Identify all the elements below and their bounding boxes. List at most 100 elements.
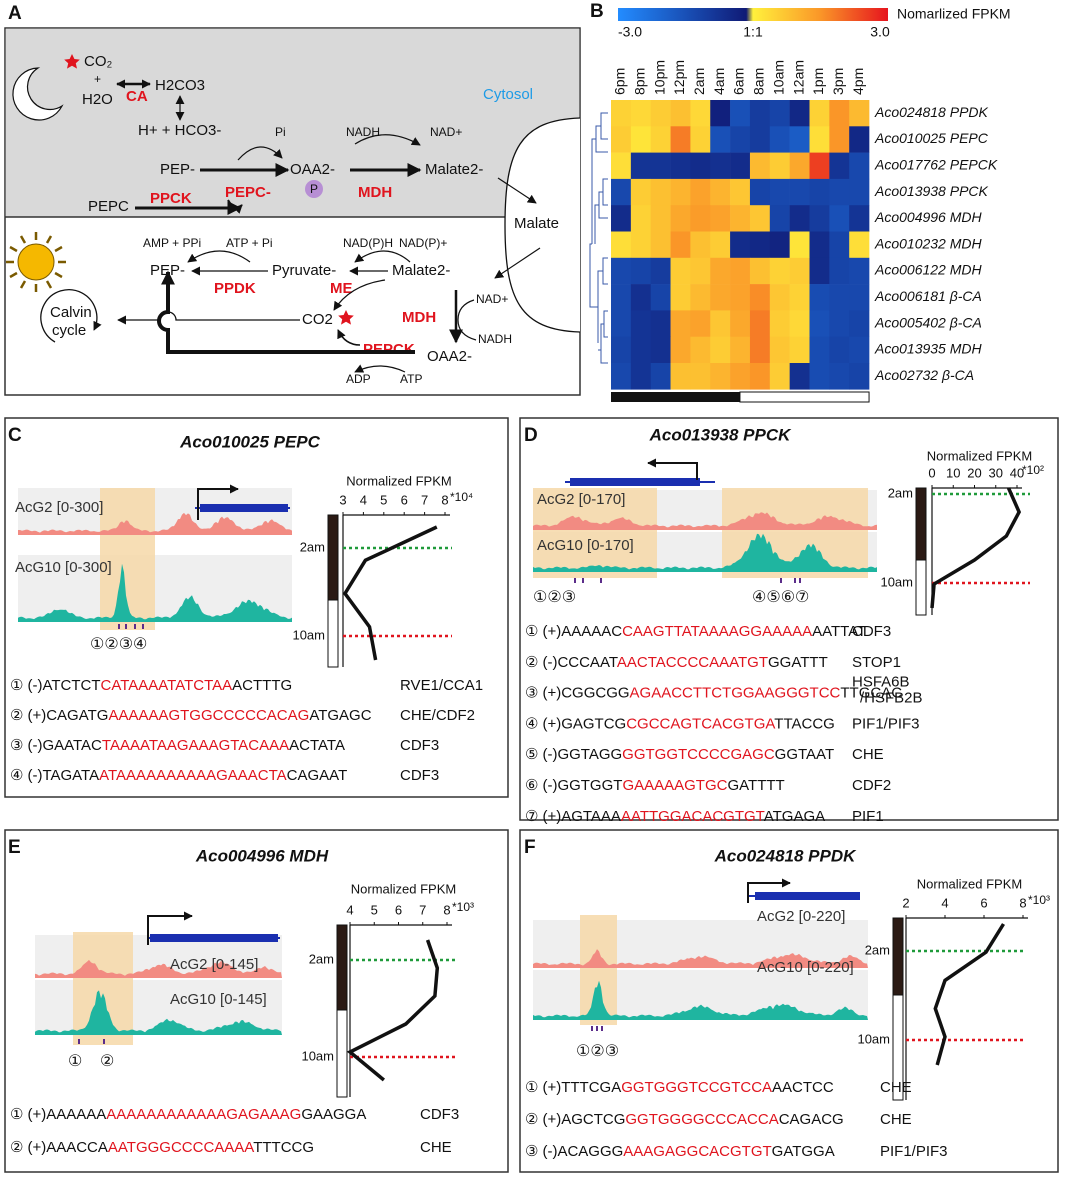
time-label: 2am: [865, 942, 890, 957]
site-tick: [780, 578, 782, 583]
row-label: Aco013938 PPCK: [874, 183, 989, 199]
panel-a-label: Cytosol: [483, 86, 533, 103]
heatmap-cell: [849, 152, 870, 180]
day-bar: [336, 1009, 348, 1098]
heatmap-cell: [829, 152, 850, 180]
motif-line: ⑤ (-)GGTAGGGGTGGTCCCCGAGCGGTAAT: [525, 746, 834, 763]
flank-suffix: GATGGA: [772, 1143, 835, 1160]
heatmap-cell: [769, 363, 790, 390]
panel-a-label: NAD+: [476, 292, 508, 306]
heatmap-cell: [630, 257, 651, 285]
transcription-factor: CHE/CDF2: [400, 707, 475, 724]
heatmap-cell: [710, 284, 731, 311]
heatmap-cell: [670, 100, 691, 127]
heatmap-cell: [849, 126, 870, 153]
heatmap-cell: [630, 126, 651, 153]
sun-ray: [54, 245, 63, 253]
plot-title: Normalized FPKM: [927, 448, 1032, 463]
heatmap-cell: [611, 336, 632, 364]
row-label: Aco017762 PEPCK: [874, 156, 998, 172]
heatmap-cell: [690, 178, 711, 206]
fpkm-line: [346, 939, 440, 1082]
heatmap-cell: [730, 284, 751, 311]
flank-suffix: ACTATA: [289, 737, 345, 754]
x-tick-label: 8: [441, 492, 448, 507]
heatmap-cell: [749, 310, 771, 337]
transcription-factor: PIF1/PIF3: [880, 1143, 948, 1160]
heatmap-cell: [829, 336, 850, 364]
motif-line: ④ (-)TAGATAATAAAAAAAAAAGAAACTACAGAAT: [10, 767, 347, 784]
panel-label: F: [524, 837, 536, 858]
heatmap-cell: [710, 257, 731, 285]
heatmap-cell: [829, 178, 850, 206]
motif-sequence: GGTGGGTCCGTCCA: [621, 1079, 772, 1096]
panel-f-frame: [519, 829, 1059, 1173]
motif-line: ② (+)AAACCAAATGGGCCCCAAAATTTCCG: [10, 1139, 314, 1156]
co2-arrow: [117, 311, 300, 325]
heatmap-cell: [611, 363, 632, 390]
time-label: 2am: [888, 485, 913, 500]
heatmap-cell: [650, 152, 671, 180]
row-label: Aco010232 MDH: [874, 235, 983, 251]
heatmap-cell: [829, 205, 850, 232]
panel-a-label: H+ + HCO3-: [138, 122, 221, 139]
heatmap-cell: [849, 205, 870, 232]
panel-a-label: OAA2-: [427, 348, 472, 365]
axis-unit: *10³: [452, 900, 474, 914]
row-label: Aco004996 MDH: [874, 209, 983, 225]
plot-title: Normalized FPKM: [917, 876, 1022, 891]
heatmap-cell: [809, 310, 830, 337]
heatmap-cell: [809, 363, 830, 390]
heatmap-cell: [690, 363, 711, 390]
row-label: Aco010025 PEPC: [874, 130, 989, 146]
heatmap-cell: [789, 257, 810, 285]
curve-arrow: [337, 329, 361, 346]
row-label: Aco013935 MDH: [874, 341, 983, 357]
site-numbers: ①②③: [576, 1043, 619, 1060]
heatmap-cell: [630, 284, 651, 311]
panel-a-label: NADH: [478, 332, 512, 346]
motif-sequence: TAAAATAAGAAAGTACAAA: [102, 737, 289, 754]
sun-ray: [19, 235, 27, 244]
site-tick: [134, 624, 136, 629]
heatmap-cell: [789, 178, 810, 206]
heatmap-cell: [670, 336, 691, 364]
plot-title: Normalized FPKM: [346, 473, 451, 488]
heatmap-cell: [849, 178, 870, 206]
heatmap-cell: [730, 231, 751, 259]
transcription-factor: CDF3: [400, 767, 439, 784]
x-tick-label: 30: [989, 465, 1003, 480]
motif-line: ⑦ (+)AGTAAAAATTGGACACGTGTATGAGA: [525, 808, 825, 825]
site-tick: [125, 624, 127, 629]
heatmap-cell: [769, 205, 790, 232]
heatmap-cell: [710, 126, 731, 153]
gene-title: Aco010025 PEPC: [179, 432, 321, 451]
heatmap-cell: [769, 310, 790, 337]
column-label: 3pm: [830, 68, 846, 95]
flank-suffix: AACTCC: [772, 1079, 834, 1096]
panel-a-label: CO2: [302, 311, 333, 328]
site-tick: [591, 1026, 593, 1031]
site-number: ④: [525, 715, 538, 732]
heatmap-cell: [710, 205, 731, 232]
heatmap-cell: [710, 231, 731, 259]
heatmap-cell: [749, 126, 771, 153]
heatmap-cell: [769, 152, 790, 180]
x-tick-label: 0: [928, 465, 935, 480]
flank-suffix: ATGAGC: [309, 707, 371, 724]
transcription-factor: CHE: [852, 746, 884, 763]
heatmap-cell: [650, 336, 671, 364]
heatmap-cell: [670, 257, 691, 285]
heatmap-cell: [630, 152, 651, 180]
heatmap-cell: [809, 205, 830, 232]
heatmap-cell: [749, 205, 771, 232]
heatmap-cell: [630, 178, 651, 206]
moon: [12, 67, 64, 121]
heatmap-cell: [690, 205, 711, 232]
star: [64, 54, 80, 69]
heatmap-cell: [769, 178, 790, 206]
column-label: 12pm: [671, 60, 687, 95]
panel-label: D: [524, 425, 538, 446]
site-number: ②: [525, 1111, 538, 1128]
heatmap-cell: [611, 257, 632, 285]
